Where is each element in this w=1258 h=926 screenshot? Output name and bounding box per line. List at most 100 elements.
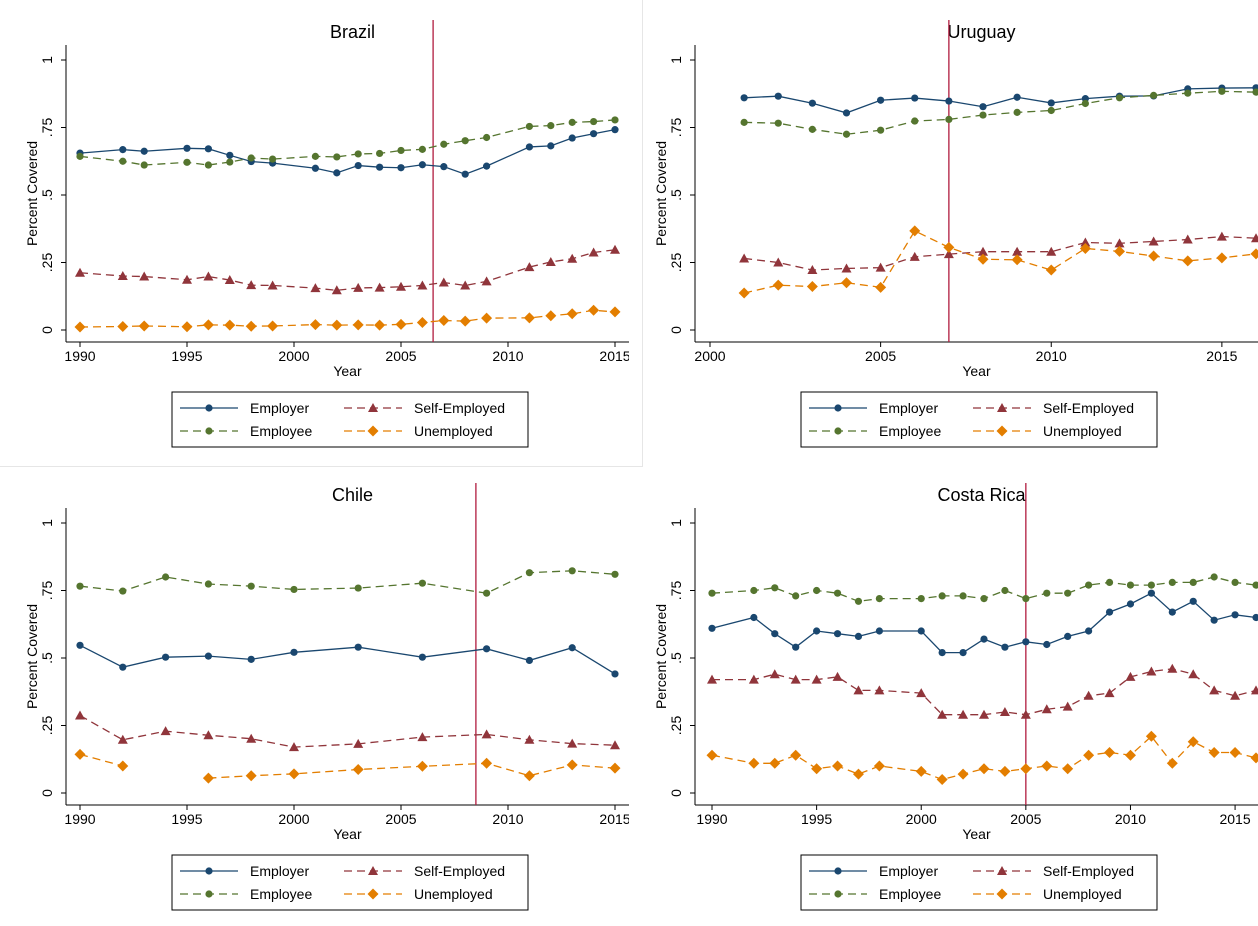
data-point [289,742,299,752]
x-tick-label: 1990 [64,811,95,827]
data-point [841,263,852,273]
data-point [1126,581,1135,589]
legend-marker [205,890,213,898]
data-point [1083,749,1095,761]
y-tick-label: .25 [39,716,55,736]
data-point [1085,627,1093,635]
legend-label: Self-Employed [414,863,505,879]
data-point [978,763,990,775]
data-point [790,749,802,761]
data-point [909,225,921,237]
data-point [874,685,885,695]
legend-entry: Self-Employed [344,863,505,879]
data-point [979,709,989,719]
data-point [523,312,535,324]
data-point [611,116,619,124]
series-employee [708,573,1258,605]
data-point [438,277,449,287]
data-point [1210,573,1218,581]
x-axis-label: Year [333,363,362,379]
data-point [417,280,428,290]
legend-label: Employer [879,400,938,416]
data-point [418,161,426,169]
data-point [440,163,448,171]
data-point [140,147,148,155]
y-tick-label: .5 [39,189,55,201]
x-axis-label: Year [962,363,991,379]
data-point [267,280,278,290]
chart-panel-chile: Chile 0 .25 .5 .75 1 Percent Covered 1990 1995 20… [0,463,629,926]
data-point [1001,586,1009,595]
data-point [1168,608,1176,616]
data-point [1012,246,1023,256]
series-unemployed [738,225,1258,299]
data-point [1188,669,1199,679]
data-point [226,158,234,166]
data-point [1045,264,1057,276]
legend-label: Employee [879,423,941,439]
data-point [547,122,555,130]
series-line [712,668,1257,716]
data-point [1145,730,1157,742]
data-point [183,158,191,166]
legend-entry: Self-Employed [344,400,505,416]
data-point [1064,632,1072,640]
series-line [79,249,616,291]
data-point [525,656,534,665]
data-point [1064,589,1072,597]
data-point [611,570,619,578]
data-point [1231,578,1239,586]
series-line [208,762,616,779]
data-point [547,142,555,150]
legend-marker [997,866,1007,875]
data-point [1114,245,1125,257]
data-point [481,312,493,324]
data-point [481,729,492,739]
data-point [76,582,84,590]
data-point [202,772,214,784]
data-point [1011,254,1023,266]
data-point [1168,578,1176,586]
data-point [588,304,600,316]
data-point [354,584,362,592]
data-point [1125,671,1136,681]
legend-label: Employer [250,863,309,879]
data-point [1022,595,1030,603]
data-point [245,770,257,782]
data-point [738,287,750,299]
data-point [311,152,319,160]
data-point [246,733,257,743]
legend-entry: Employee [180,423,312,439]
data-point [740,94,748,102]
data-point [1231,611,1239,619]
data-point [354,150,362,158]
data-point [841,277,852,289]
data-point [610,244,620,254]
series-line [744,235,1257,271]
data-point [224,319,236,331]
legend-entry: Employer [180,400,309,416]
data-point [545,256,556,266]
data-point [1083,690,1094,700]
data-point [877,96,885,104]
data-point [374,282,385,292]
x-tick-label: 1990 [696,811,727,827]
series-unemployed [74,748,621,784]
data-point [1047,99,1055,107]
legend-box [800,854,1158,911]
data-point [852,768,864,780]
data-point [979,111,987,119]
data-point [1182,234,1193,244]
series-employee [76,116,619,169]
data-point [440,140,448,148]
series-line [79,119,616,166]
y-tick-label: 1 [668,519,684,527]
data-point [417,732,428,742]
data-point [119,587,127,595]
data-point [1150,91,1158,99]
data-point [1080,237,1091,247]
data-point [333,153,341,161]
data-point [1041,760,1053,772]
data-point [140,161,148,169]
legend-marker [368,866,378,875]
